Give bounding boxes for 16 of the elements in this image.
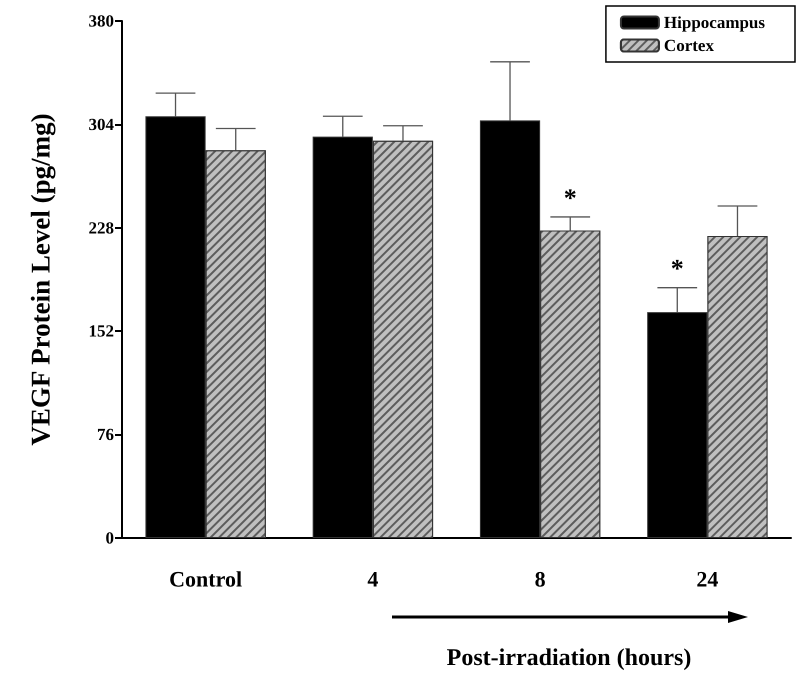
y-axis-title: VEGF Protein Level (pg/mg) (26, 113, 56, 446)
legend-label: Hippocampus (664, 13, 766, 32)
y-tick-label: 380 (88, 12, 114, 30)
annotation: * (564, 183, 577, 212)
y-tick-label: 228 (88, 218, 114, 238)
y-tick-label: 304 (88, 114, 114, 134)
legend-label: Cortex (664, 36, 714, 55)
annotation: * (670, 254, 684, 284)
x-tick-label: 8 (534, 566, 546, 592)
x-axis-title: Post-irradiation (hours) (446, 645, 692, 671)
y-tick-label: 0 (106, 528, 114, 548)
y-tick-label: 152 (88, 322, 114, 341)
y-tick-label: 76 (97, 425, 114, 444)
x-tick-label: Control (169, 566, 242, 592)
x-tick-label: 24 (696, 566, 718, 592)
x-tick-label: 4 (367, 566, 378, 592)
